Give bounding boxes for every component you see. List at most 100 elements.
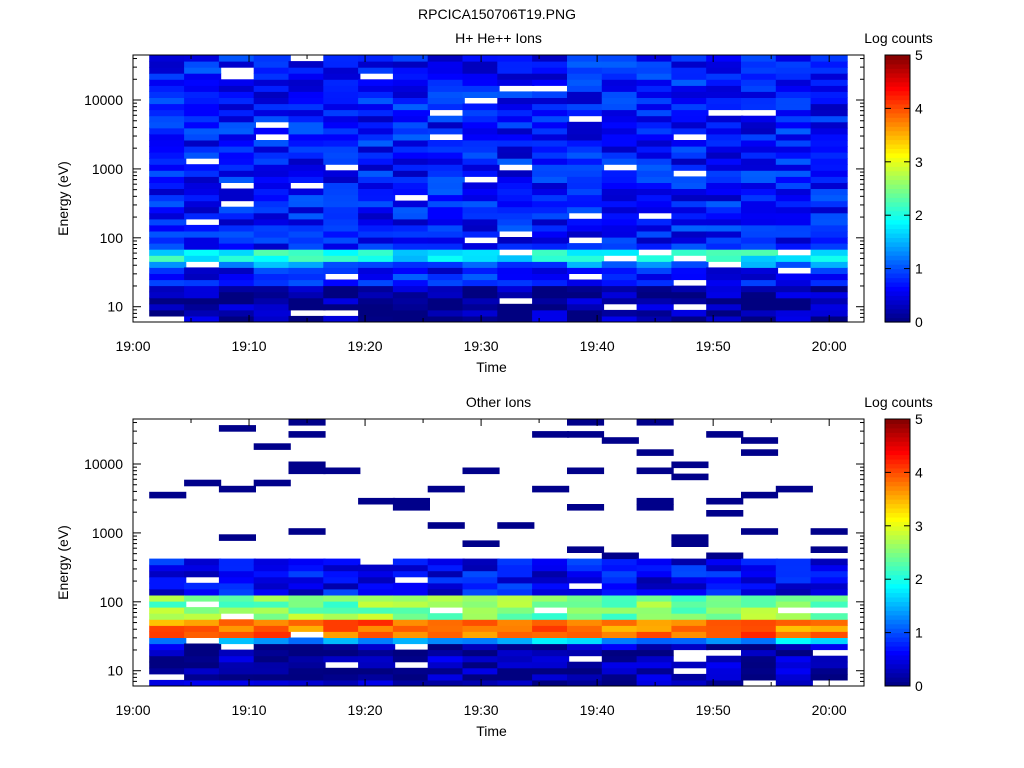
heatmap-cell — [671, 643, 709, 651]
heatmap-cell — [567, 679, 605, 687]
heatmap-cell — [601, 601, 639, 608]
heatmap-cell — [427, 73, 465, 80]
heatmap-cell — [323, 109, 361, 117]
heatmap-cell — [636, 655, 674, 663]
heatmap-cell — [601, 206, 639, 214]
heatmap-cell — [288, 255, 326, 262]
heatmap-cell — [497, 309, 535, 317]
heatmap-cell — [149, 576, 187, 584]
heatmap-cell — [671, 679, 709, 687]
heatmap-cell — [741, 200, 779, 208]
heatmap-cell — [288, 564, 326, 572]
heatmap-cell — [567, 570, 605, 578]
heatmap-cell — [462, 133, 500, 141]
heatmap-cell — [775, 170, 813, 177]
heatmap-cell — [671, 309, 709, 317]
heatmap-cell — [427, 625, 465, 632]
heatmap-cell — [358, 224, 396, 232]
heatmap-cell — [218, 291, 256, 299]
heatmap-cell — [706, 249, 744, 256]
heatmap-cell — [810, 140, 848, 147]
colorbar-tick-label: 5 — [915, 47, 923, 63]
colorbar-segment — [885, 601, 910, 607]
colorbar-segment — [885, 308, 910, 314]
heatmap-cell — [288, 667, 326, 675]
heatmap-cell — [358, 158, 396, 165]
colorbar-segment — [885, 543, 910, 549]
heatmap-cell — [636, 595, 674, 602]
heatmap-cell — [323, 133, 361, 141]
heatmap-cell — [358, 576, 396, 584]
heatmap-cell — [218, 558, 256, 566]
heatmap-cell — [706, 309, 744, 317]
heatmap-cell — [706, 631, 744, 638]
heatmap-cell — [427, 588, 465, 596]
heatmap-cell — [810, 249, 848, 256]
x-tick-label: 19:00 — [115, 338, 150, 354]
heatmap-cell — [741, 637, 779, 645]
heatmap-cell — [636, 582, 674, 590]
heatmap-cell — [184, 115, 222, 123]
heatmap-cell — [636, 218, 674, 226]
heatmap-cell — [288, 637, 326, 645]
heatmap-cell — [671, 91, 709, 98]
heatmap-cell — [741, 595, 779, 602]
heatmap-cell — [253, 679, 291, 687]
heatmap-cell — [567, 55, 605, 62]
heatmap-cell — [810, 97, 848, 105]
heatmap-cell — [567, 194, 605, 202]
heatmap-cell — [462, 218, 500, 226]
heatmap-cell — [601, 237, 639, 244]
heatmap-cell — [392, 558, 430, 566]
heatmap-cell — [323, 613, 361, 620]
heatmap-cell — [636, 564, 674, 572]
heatmap-cell — [601, 297, 639, 305]
heatmap-cell — [149, 103, 187, 111]
heatmap-cell — [567, 91, 605, 98]
heatmap-cell — [532, 115, 570, 123]
heatmap-cell — [636, 67, 674, 74]
heatmap-cell — [601, 194, 639, 202]
heatmap-cell — [462, 121, 500, 129]
heatmap-cell — [392, 504, 430, 511]
panel-h-he-ions: H+ He++ Ions 19:00 19:10 19:20 19:30 19:40 19:… — [55, 30, 933, 375]
colorbar-segment — [885, 534, 910, 540]
heatmap-cell — [253, 303, 291, 311]
heatmap-cell — [427, 255, 465, 262]
heatmap-cell — [636, 140, 674, 147]
colorbar-segment — [885, 610, 910, 616]
heatmap-cell — [288, 625, 326, 632]
heatmap-cell — [462, 279, 500, 287]
heatmap-cell — [775, 158, 813, 165]
heatmap-cell — [601, 595, 639, 602]
colorbar-segment — [885, 614, 910, 620]
heatmap-cell — [567, 127, 605, 135]
heatmap-cell — [218, 303, 256, 311]
colorbar-segment — [885, 436, 910, 442]
colorbar-segment — [885, 246, 910, 252]
heatmap-cell — [741, 631, 779, 638]
heatmap-cell — [462, 625, 500, 632]
heatmap-cell — [392, 631, 430, 638]
heatmap-cell — [358, 243, 396, 250]
heatmap-cell — [149, 170, 187, 177]
colorbar-segment — [885, 233, 910, 238]
heatmap-cell — [358, 249, 396, 256]
heatmap-cell — [253, 194, 291, 202]
colorbar-segment — [885, 454, 910, 460]
heatmap-cell — [636, 231, 674, 238]
heatmap-cell — [323, 115, 361, 123]
heatmap-cell — [149, 649, 187, 657]
colorbar-segment — [885, 161, 910, 167]
heatmap-cell — [462, 146, 500, 153]
heatmap-cell — [636, 673, 674, 681]
heatmap-cell — [358, 91, 396, 98]
heatmap-cell — [392, 255, 430, 262]
heatmap-cell — [741, 91, 779, 98]
colorbar-segment — [885, 539, 910, 545]
heatmap-cell — [671, 582, 709, 590]
axes-frame — [132, 418, 865, 687]
colorbar-tick-label: 2 — [915, 207, 923, 223]
heatmap-cell — [184, 140, 222, 147]
